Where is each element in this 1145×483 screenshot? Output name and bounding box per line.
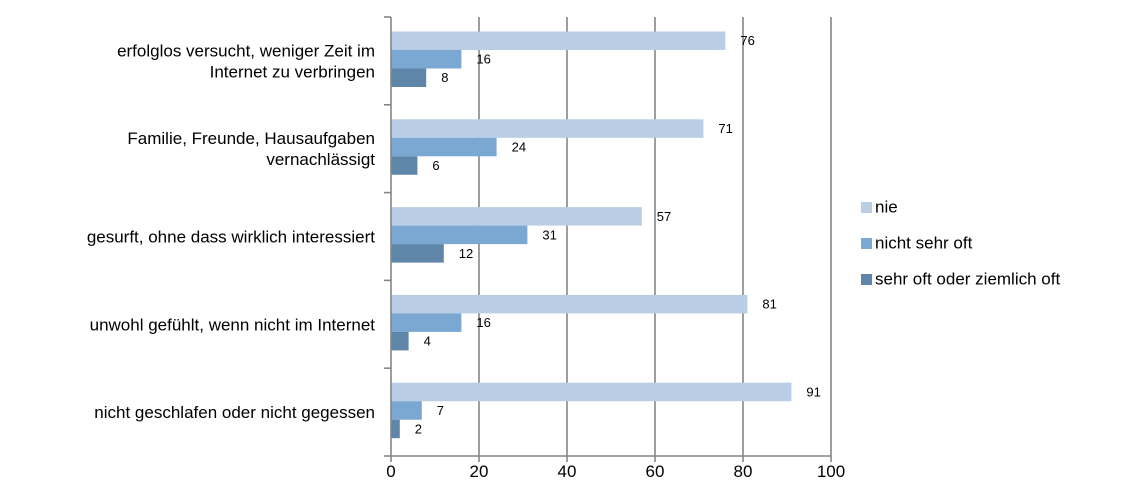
bar [391,294,748,314]
category-label-line: Internet zu verbringen [210,62,375,81]
data-label: 91 [806,384,820,399]
data-label: 8 [441,70,448,85]
x-tick-label: 100 [817,462,845,481]
data-label: 24 [512,139,526,154]
category-label-line: gesurft, ohne dass wirklich interessiert [87,228,375,247]
bar [391,225,528,245]
bar [391,331,409,351]
bar [391,401,422,420]
x-tick-label: 0 [386,462,395,481]
data-label: 2 [415,421,422,436]
bar [391,119,704,138]
data-label: 6 [432,158,439,173]
legend-label: nie [875,197,898,216]
data-label: 76 [740,33,754,48]
legend: nie nicht sehr oft sehr oft oder ziemlich … [861,197,1060,288]
bars [391,31,792,439]
bar [391,137,497,157]
bar [391,382,792,402]
bar [391,419,400,439]
category-label: nicht geschlafen oder nicht gegessen [94,403,375,422]
legend-label: nicht sehr oft [875,233,973,252]
category-label: Familie, Freunde, Hausaufgaben vernachläs… [127,129,375,169]
bar [391,50,462,69]
category-label-line: nicht geschlafen oder nicht gegessen [94,403,375,422]
x-tick-label: 60 [646,462,665,481]
data-label: 31 [542,227,556,242]
category-label-line: erfolglos versucht, weniger Zeit im [117,41,375,60]
axes [384,16,832,462]
data-label: 12 [459,246,473,261]
x-tick-label: 80 [734,462,753,481]
category-label: erfolglos versucht, weniger Zeit im Inter… [117,41,375,81]
legend-swatch [861,274,872,285]
data-label: 7 [437,403,444,418]
x-tick-label: 40 [558,462,577,481]
bar [391,244,444,263]
x-tick-label: 20 [470,462,489,481]
data-label: 57 [657,209,671,224]
tick-labels: 0 20 40 60 80 100 [386,462,845,481]
bar [391,156,418,175]
category-label: gesurft, ohne dass wirklich interessiert [87,228,375,247]
category-label-line: vernachlässigt [266,150,375,169]
bar [391,207,642,226]
data-label: 81 [762,297,776,312]
category-labels: erfolglos versucht, weniger Zeit im Inter… [87,41,375,422]
data-labels: 76 16 8 71 24 6 57 31 12 81 16 4 91 72 [415,33,821,436]
category-label-line: Familie, Freunde, Hausaufgaben [127,129,375,148]
legend-label: sehr oft oder ziemlich oft [875,269,1060,288]
data-label: 71 [718,121,732,136]
bar [391,31,726,50]
data-label: 16 [476,52,490,67]
data-label: 4 [424,334,431,349]
category-label-line: unwohl gefühlt, wenn nicht im Internet [90,315,376,334]
data-label: 16 [476,315,490,330]
legend-swatch [861,202,872,213]
bar [391,68,427,87]
category-label: unwohl gefühlt, wenn nicht im Internet [90,315,376,334]
bar [391,313,462,332]
legend-swatch [861,238,872,249]
